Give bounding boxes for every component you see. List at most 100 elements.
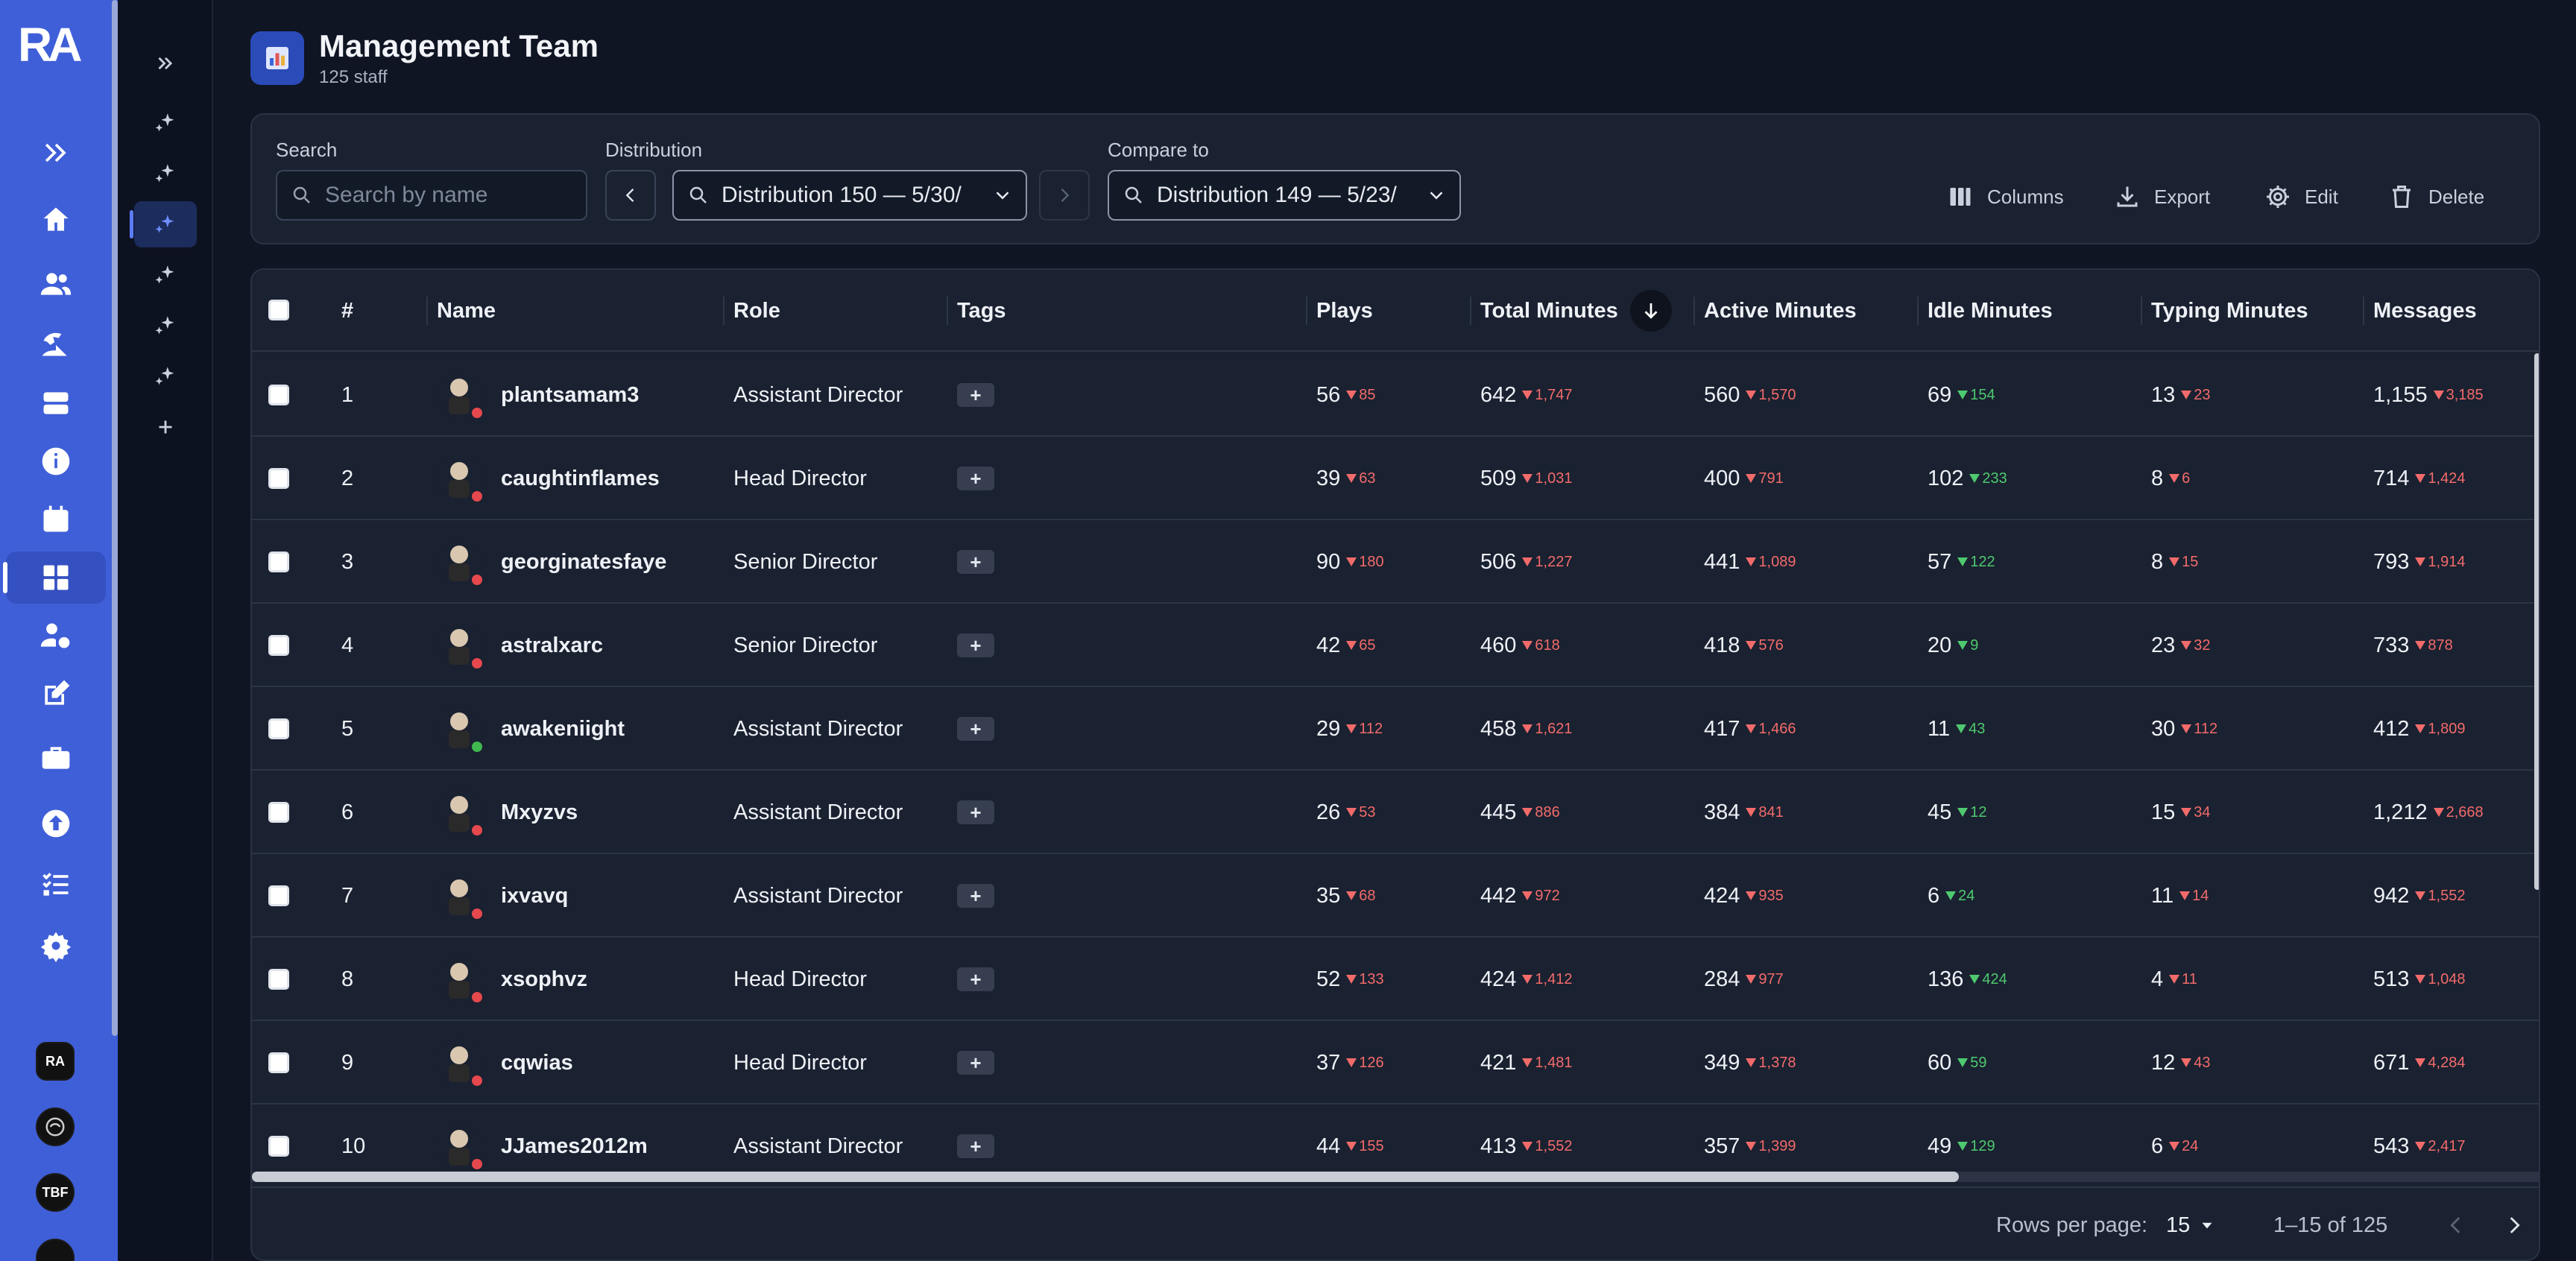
add-tag-button[interactable]: + (957, 1134, 994, 1158)
row-number: 4 (341, 633, 354, 657)
previous-distribution-button[interactable] (605, 170, 656, 221)
table-row[interactable]: 4 astralxarc Senior Director + 42 65 460 6… (252, 604, 2539, 687)
plays-value: 44 (1316, 1134, 1341, 1158)
column-typing-minutes[interactable]: Typing Minutes (2141, 270, 2308, 352)
table-row[interactable]: 3 georginatesfaye Senior Director + 90 18… (252, 520, 2539, 604)
add-tag-button[interactable]: + (957, 383, 994, 407)
row-checkbox[interactable] (268, 885, 289, 906)
nav-tables[interactable] (3, 552, 106, 604)
add-tag-button[interactable]: + (957, 967, 994, 991)
add-item-button[interactable] (134, 404, 197, 450)
column-total-minutes[interactable]: Total Minutes (1470, 270, 1672, 352)
row-name[interactable]: Mxyzvs (501, 800, 578, 824)
sparkle-item-2[interactable] (134, 151, 197, 197)
table-row[interactable]: 8 xsophvz Head Director + 52 133 424 1,412… (252, 938, 2539, 1021)
nav-users[interactable] (6, 258, 106, 310)
server-icon-ra[interactable]: RA (36, 1042, 75, 1081)
add-tag-button[interactable]: + (957, 633, 994, 657)
row-messages: 733 878 (2373, 604, 2453, 687)
vertical-scrollbar[interactable] (2534, 353, 2539, 890)
add-tag-button[interactable]: + (957, 550, 994, 574)
sparkle-item-5[interactable] (134, 303, 197, 349)
row-checkbox[interactable] (268, 1052, 289, 1073)
columns-button[interactable]: Columns (1947, 182, 2064, 212)
add-tag-button[interactable]: + (957, 884, 994, 908)
nav-edit[interactable] (6, 668, 106, 720)
expand-sidebar-button[interactable] (6, 127, 106, 179)
server-icon-tbf[interactable]: TBF (36, 1173, 75, 1212)
add-tag-button[interactable]: + (957, 1051, 994, 1075)
row-name[interactable]: awakeniight (501, 716, 625, 741)
table-row[interactable]: 7 ixvavq Assistant Director + 35 68 442 97… (252, 854, 2539, 938)
row-name[interactable]: plantsamam3 (501, 382, 640, 407)
column-plays[interactable]: Plays (1306, 270, 1373, 352)
nav-checklist[interactable] (6, 859, 106, 911)
nav-upload[interactable] (6, 797, 106, 850)
column-messages[interactable]: Messages (2363, 270, 2477, 352)
select-all-checkbox[interactable] (268, 300, 289, 320)
column-tags[interactable]: Tags (947, 270, 1006, 352)
table-row[interactable]: 6 Mxyzvs Assistant Director + 26 53 445 88… (252, 771, 2539, 854)
row-name[interactable]: JJames2012m (501, 1134, 648, 1158)
row-name[interactable]: xsophvz (501, 967, 588, 991)
edit-button[interactable]: Edit (2264, 182, 2338, 212)
row-name[interactable]: georginatesfaye (501, 549, 667, 574)
export-button[interactable]: Export (2114, 182, 2210, 212)
column-role[interactable]: Role (723, 270, 780, 352)
next-distribution-button[interactable] (1039, 170, 1090, 221)
row-name[interactable]: ixvavq (501, 883, 569, 908)
row-name[interactable]: caughtinflames (501, 466, 660, 490)
nav-vacation[interactable] (6, 317, 106, 370)
row-name[interactable]: astralxarc (501, 633, 604, 657)
delete-button[interactable]: Delete (2388, 182, 2484, 212)
table-row[interactable]: 10 JJames2012m Assistant Director + 44 15… (252, 1104, 2539, 1188)
add-tag-button[interactable]: + (957, 467, 994, 490)
row-checkbox[interactable] (268, 802, 289, 823)
rows-per-page-select[interactable]: 15 (2166, 1188, 2217, 1260)
sparkle-item-3[interactable] (130, 201, 197, 247)
nav-briefcase[interactable] (6, 732, 106, 784)
previous-page-button[interactable] (2443, 1188, 2469, 1260)
add-tag-button[interactable]: + (957, 717, 994, 741)
table-row[interactable]: 1 plantsamam3 Assistant Director + 56 85 … (252, 353, 2539, 437)
row-idle-minutes: 60 59 (1928, 1021, 1987, 1104)
nav-home[interactable] (6, 194, 106, 246)
search-input[interactable]: Search by name (276, 170, 587, 221)
add-tag-button[interactable]: + (957, 800, 994, 824)
horizontal-scrollbar-thumb[interactable] (252, 1172, 1959, 1182)
nav-info[interactable] (6, 435, 106, 487)
row-checkbox[interactable] (268, 552, 289, 572)
collapse-secondary-button[interactable] (134, 40, 197, 86)
distribution-select[interactable]: Distribution 150 — 5/30/ (672, 170, 1027, 221)
sparkle-item-1[interactable] (134, 100, 197, 146)
table-row[interactable]: 2 caughtinflames Head Director + 39 63 50… (252, 437, 2539, 520)
next-page-button[interactable] (2501, 1188, 2527, 1260)
nav-servers[interactable] (6, 377, 106, 429)
app-logo[interactable]: RA (18, 18, 82, 72)
sidebar-scrollbar[interactable] (112, 0, 118, 1036)
nav-user-settings[interactable] (6, 610, 106, 662)
column-active-minutes[interactable]: Active Minutes (1693, 270, 1857, 352)
server-icon-second[interactable] (36, 1107, 75, 1146)
table-row[interactable]: 5 awakeniight Assistant Director + 29 112… (252, 687, 2539, 771)
table-row[interactable]: 9 cqwias Head Director + 37 126 421 1,481 … (252, 1021, 2539, 1104)
row-name[interactable]: cqwias (501, 1050, 573, 1075)
sort-descending-button[interactable] (1629, 290, 1672, 332)
idle-delta: 424 (1969, 971, 2007, 988)
row-checkbox[interactable] (268, 635, 289, 656)
column-idle-minutes[interactable]: Idle Minutes (1917, 270, 2053, 352)
column-number[interactable]: # (341, 298, 354, 323)
row-checkbox[interactable] (268, 468, 289, 489)
delta-triangle-icon (1346, 641, 1357, 650)
nav-settings[interactable] (6, 920, 106, 972)
compare-select[interactable]: Distribution 149 — 5/23/ (1108, 170, 1461, 221)
row-checkbox[interactable] (268, 385, 289, 405)
column-name[interactable]: Name (426, 270, 496, 352)
row-checkbox[interactable] (268, 1136, 289, 1157)
row-checkbox[interactable] (268, 969, 289, 990)
sparkle-item-4[interactable] (134, 252, 197, 298)
sparkle-item-6[interactable] (134, 353, 197, 399)
server-icon-partial[interactable] (36, 1239, 75, 1261)
row-checkbox[interactable] (268, 718, 289, 739)
nav-calendar[interactable] (6, 493, 106, 546)
